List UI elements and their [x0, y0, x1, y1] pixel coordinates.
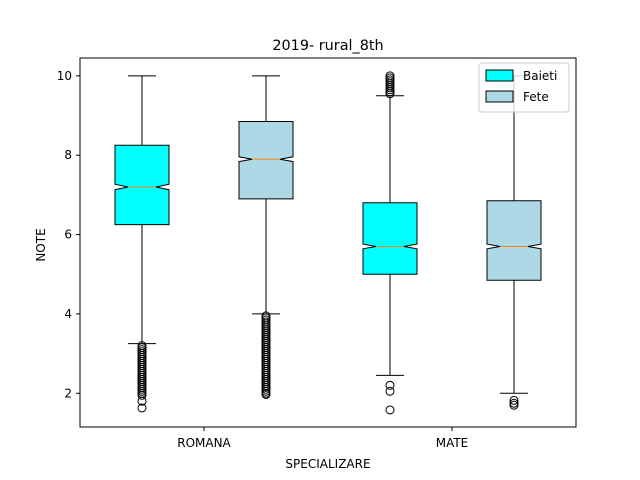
box-body: [362, 202, 418, 275]
y-tick-label: 4: [64, 307, 72, 321]
y-axis-label: NOTE: [34, 228, 48, 261]
outlier-point: [385, 386, 395, 396]
outlier-point: [137, 396, 147, 406]
outlier-point: [261, 389, 271, 399]
axes-ticks: 2 4 6 8 10 ROMANA MATE: [57, 69, 469, 450]
box-body: [486, 200, 542, 281]
outlier-point: [137, 403, 147, 413]
box-body: [238, 121, 294, 200]
outlier-point: [509, 400, 519, 410]
outlier-point: [385, 380, 395, 390]
y-tick-label: 8: [64, 148, 72, 162]
outlier-point: [137, 390, 147, 400]
outlier-point: [385, 405, 395, 415]
y-tick-label: 10: [57, 69, 72, 83]
x-tick-label: MATE: [436, 436, 469, 450]
box-group: [114, 75, 170, 413]
outlier-point: [509, 395, 519, 405]
y-tick-label: 2: [64, 386, 72, 400]
legend-swatch: [485, 69, 514, 82]
legend-label: Fete: [523, 90, 549, 104]
box-group: [362, 71, 418, 415]
box-body: [114, 144, 170, 226]
box-group: [238, 75, 294, 399]
legend: Baieti Fete: [478, 62, 570, 113]
x-axis-label: SPECIALIZARE: [285, 457, 370, 471]
chart-title: 2019- rural_8th: [272, 38, 383, 54]
y-tick-label: 6: [64, 228, 72, 242]
outlier-point: [385, 71, 395, 81]
axes-frame: [79, 57, 577, 428]
legend-swatch: [485, 90, 514, 103]
plot-area: [114, 71, 542, 415]
legend-label: Baieti: [523, 69, 557, 83]
x-tick-label: ROMANA: [177, 436, 231, 450]
